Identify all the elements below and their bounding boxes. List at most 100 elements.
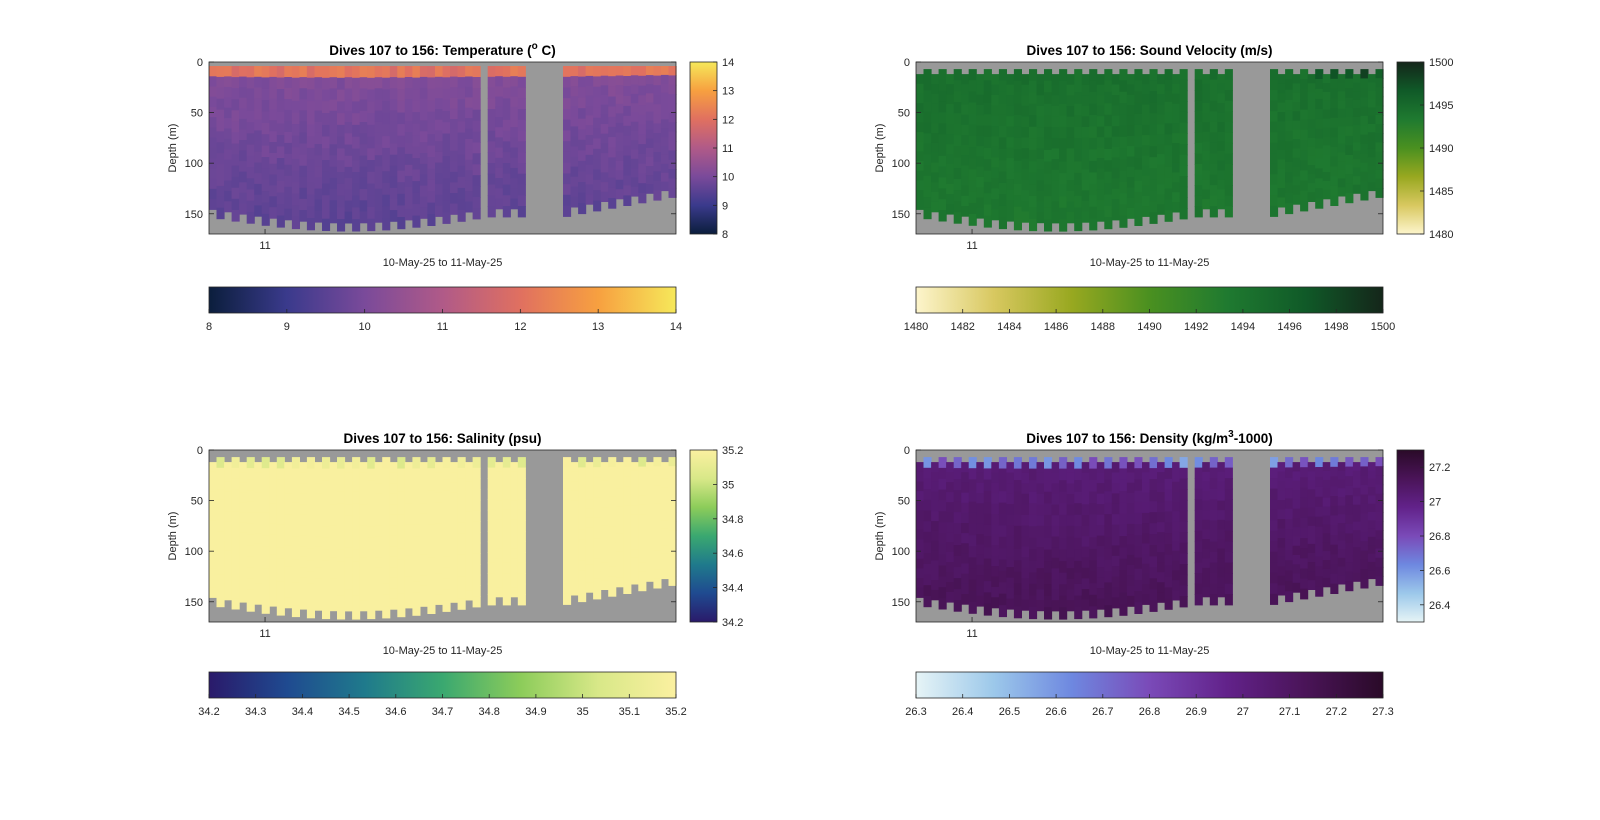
heatmap-cell — [1134, 490, 1143, 503]
heatmap-cell — [1104, 514, 1113, 527]
heatmap-cell — [1066, 578, 1075, 591]
heatmap-cell — [563, 488, 572, 500]
heatmap-cell — [1224, 79, 1233, 91]
heatmap-cell — [367, 537, 376, 550]
heatmap-cell — [1172, 590, 1181, 601]
heatmap-cell — [427, 66, 436, 78]
heatmap-cell — [314, 578, 323, 590]
heatmap-cell — [1202, 577, 1211, 588]
heatmap-cell — [1126, 177, 1135, 188]
heatmap-cell — [938, 489, 947, 501]
heatmap-cell — [630, 531, 639, 541]
heatmap-cell — [1029, 195, 1038, 208]
heatmap-cell — [1059, 103, 1068, 116]
heatmap-cell — [1111, 147, 1120, 158]
heatmap-cell — [1194, 583, 1203, 595]
heatmap-cell — [314, 483, 323, 495]
heatmap-cell — [352, 538, 361, 551]
heatmap-cell — [209, 587, 218, 598]
heatmap-cell — [1006, 535, 1015, 547]
heatmap-cell — [653, 522, 662, 533]
heatmap-cell — [1096, 493, 1105, 505]
heatmap-cell — [1059, 161, 1068, 174]
heatmap-cell — [299, 577, 308, 589]
heatmap-cell — [510, 96, 519, 108]
heatmap-cell — [976, 585, 985, 597]
heatmap-cell — [1270, 121, 1279, 133]
side-colorbar-label: 12 — [722, 114, 734, 126]
heatmap-cell — [961, 206, 970, 217]
heatmap-cell — [1066, 180, 1075, 192]
heatmap-cell — [1096, 74, 1105, 86]
heatmap-cell — [615, 103, 624, 114]
heatmap-cell — [668, 103, 677, 114]
heatmap-cell — [1044, 538, 1053, 551]
heatmap-cell — [976, 523, 985, 535]
heatmap-cell — [1006, 210, 1015, 222]
heatmap-cell — [1051, 137, 1060, 150]
heatmap-cell — [1209, 573, 1218, 585]
heatmap-cell — [502, 195, 511, 207]
heatmap-cell — [1044, 184, 1053, 197]
heatmap-cell — [1126, 94, 1135, 106]
heatmap-cell — [1051, 547, 1060, 559]
heatmap-cell — [593, 517, 602, 529]
heatmap-cell — [344, 122, 353, 134]
heatmap-cell — [352, 595, 361, 608]
heatmap-cell — [1021, 525, 1030, 537]
heatmap-cell — [359, 66, 368, 78]
bottom-colorbar-label: 1492 — [1184, 321, 1208, 333]
heatmap-cell — [1013, 514, 1022, 527]
heatmap-cell — [1292, 564, 1301, 575]
heatmap-cell — [337, 457, 346, 470]
heatmap-cell — [1142, 185, 1151, 197]
heatmap-cell — [1277, 74, 1286, 85]
heatmap-cell — [1179, 101, 1188, 113]
heatmap-cell — [1059, 595, 1068, 608]
heatmap-cell — [306, 583, 315, 596]
heatmap-cell — [344, 66, 353, 78]
heatmap-cell — [623, 583, 632, 594]
title-tail: -1000) — [1234, 431, 1273, 446]
heatmap-cell — [923, 79, 932, 92]
heatmap-cell — [322, 207, 331, 220]
heatmap-cell — [427, 490, 436, 503]
heatmap-cell — [487, 195, 496, 207]
bottom-colorbar-label: 35.1 — [619, 706, 640, 718]
heatmap-cell — [1352, 530, 1361, 540]
heatmap-cell — [968, 535, 977, 547]
heatmap-cell — [946, 552, 955, 563]
heatmap-cell — [517, 457, 526, 469]
heatmap-cell — [261, 490, 270, 503]
heatmap-cell — [261, 111, 270, 124]
heatmap-cell — [276, 169, 285, 182]
heatmap-cell — [314, 567, 323, 579]
heatmap-cell — [1119, 182, 1128, 194]
heatmap-cell — [299, 556, 308, 568]
heatmap-cell — [1270, 562, 1279, 574]
heatmap-cell — [254, 502, 263, 514]
heatmap-cell — [1179, 186, 1188, 198]
heatmap-cell — [1059, 607, 1068, 620]
heatmap-cell — [608, 116, 617, 128]
heatmap-cell — [600, 480, 609, 490]
heatmap-cell — [916, 180, 925, 191]
heatmap-cell — [427, 546, 436, 559]
title-superscript: o — [532, 41, 538, 52]
heatmap-cell — [412, 158, 421, 171]
heatmap-cell — [1021, 472, 1030, 484]
heatmap-cell — [487, 119, 496, 132]
heatmap-cell — [1322, 83, 1331, 93]
y-tick-label: 50 — [191, 108, 203, 120]
heatmap-cell — [367, 136, 376, 149]
title-main: Dives 107 to 156: Temperature ( — [329, 43, 532, 58]
heatmap-cell — [389, 176, 398, 189]
heatmap-cell — [1021, 567, 1030, 579]
heatmap-cell — [1149, 135, 1158, 147]
heatmap-cell — [465, 170, 474, 182]
heatmap-cell — [638, 183, 647, 194]
heatmap-cell — [968, 169, 977, 182]
heatmap-cell — [961, 74, 970, 85]
heatmap-cell — [1074, 572, 1083, 585]
heatmap-cell — [404, 88, 413, 100]
